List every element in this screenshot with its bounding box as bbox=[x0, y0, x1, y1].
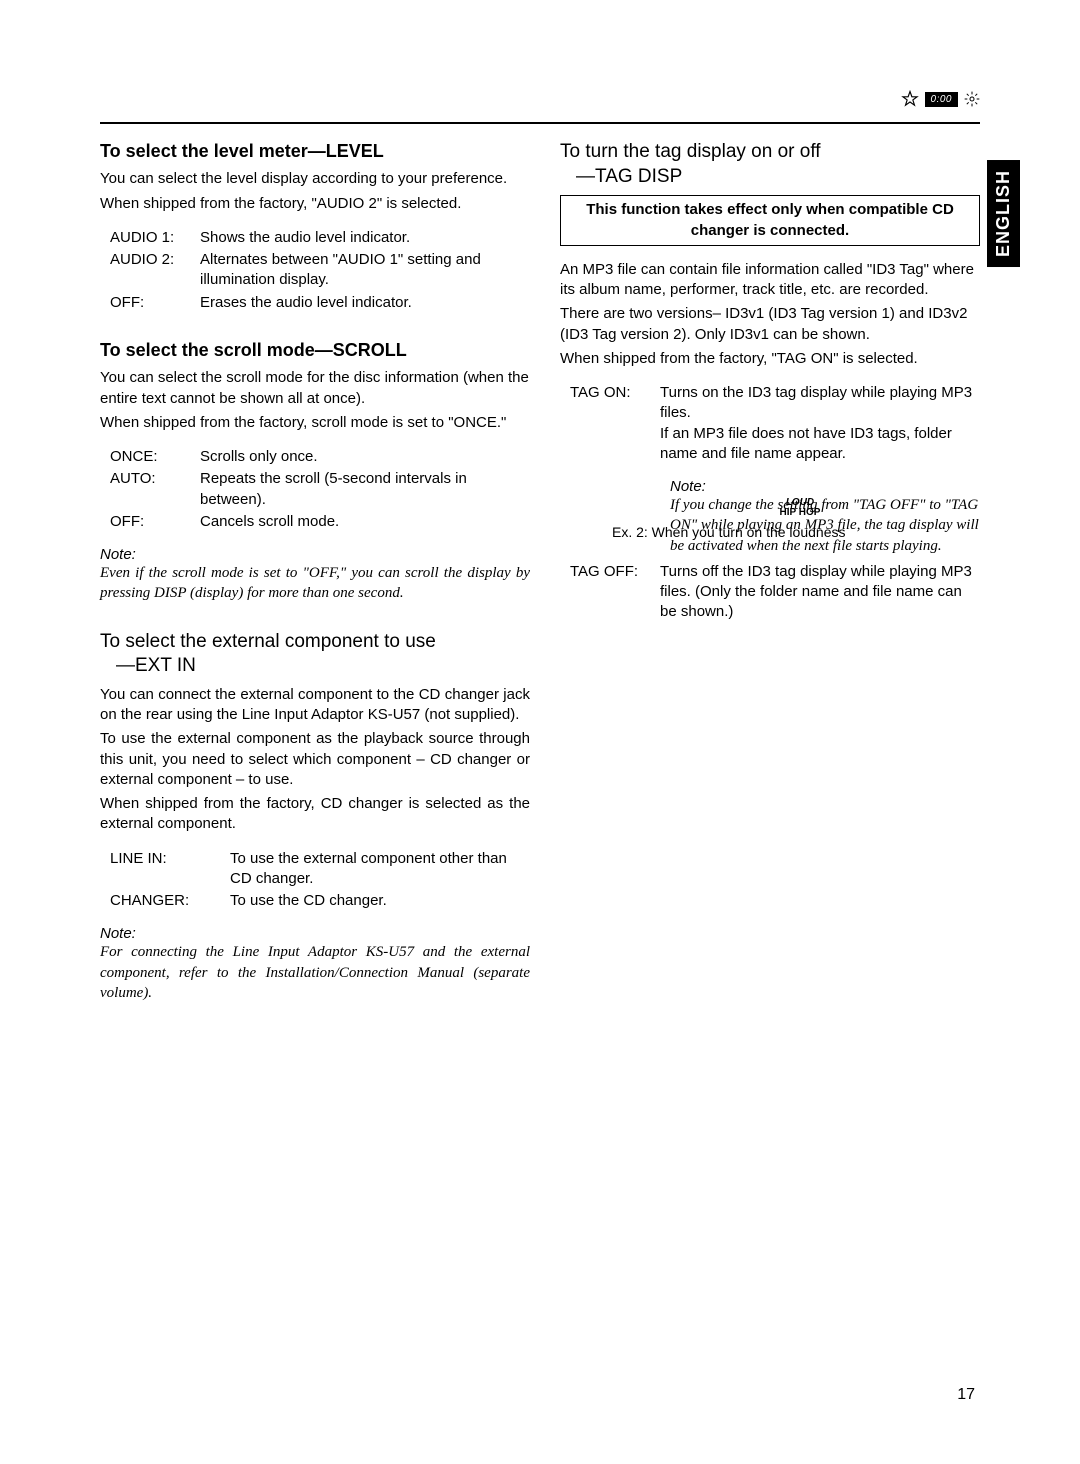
opt-desc: Turns on the ID3 tag display while playi… bbox=[660, 383, 980, 464]
loud-display: LOUD HIP HOP bbox=[775, 498, 825, 518]
level-title: To select the level meter—LEVEL bbox=[100, 140, 530, 163]
header-icons: 0:00 bbox=[901, 90, 980, 108]
tag-on-desc2: If an MP3 file does not have ID3 tags, f… bbox=[660, 425, 952, 462]
tag-p2: There are two versions– ID3v1 (ID3 Tag v… bbox=[560, 304, 980, 345]
gear-icon bbox=[964, 91, 980, 107]
opt-desc: Alternates between "AUDIO 1" setting and… bbox=[200, 250, 530, 291]
opt-label: ONCE: bbox=[100, 447, 200, 467]
ext-p2: To use the external component as the pla… bbox=[100, 729, 530, 790]
opt-desc: To use the external component other than… bbox=[230, 849, 530, 890]
level-p1: You can select the level display accordi… bbox=[100, 169, 530, 189]
tag-options: TAG ON: Turns on the ID3 tag display whi… bbox=[560, 383, 980, 464]
english-tab: ENGLISH bbox=[987, 160, 1020, 267]
tag-title: To turn the tag display on or off —TAG D… bbox=[560, 140, 980, 189]
opt-label: CHANGER: bbox=[100, 891, 230, 911]
opt-desc: Erases the audio level indicator. bbox=[200, 293, 530, 313]
scroll-p1: You can select the scroll mode for the d… bbox=[100, 368, 530, 409]
tag-box: This function takes effect only when com… bbox=[560, 195, 980, 246]
scroll-p2: When shipped from the factory, scroll mo… bbox=[100, 413, 530, 433]
level-options: AUDIO 1:Shows the audio level indicator.… bbox=[100, 228, 530, 313]
clock-badge: 0:00 bbox=[925, 92, 958, 107]
page-number: 17 bbox=[957, 1386, 975, 1404]
opt-label: AUTO: bbox=[100, 469, 200, 510]
tag-note-label: Note: bbox=[670, 478, 980, 495]
hiphop-label: HIP HOP bbox=[775, 508, 825, 518]
tag-p3: When shipped from the factory, "TAG ON" … bbox=[560, 349, 980, 369]
level-p2: When shipped from the factory, "AUDIO 2"… bbox=[100, 194, 530, 214]
ext-p3: When shipped from the factory, CD change… bbox=[100, 794, 530, 835]
ext-options: LINE IN:To use the external component ot… bbox=[100, 849, 530, 912]
opt-desc: Cancels scroll mode. bbox=[200, 512, 530, 532]
opt-label: OFF: bbox=[100, 293, 200, 313]
tag-subtitle: —TAG DISP bbox=[576, 166, 682, 187]
opt-desc: Scrolls only once. bbox=[200, 447, 530, 467]
opt-desc: Repeats the scroll (5-second intervals i… bbox=[200, 469, 530, 510]
opt-desc: Shows the audio level indicator. bbox=[200, 228, 530, 248]
ext-p1: You can connect the external component t… bbox=[100, 685, 530, 726]
star-icon bbox=[901, 90, 919, 108]
tag-on-desc1: Turns on the ID3 tag display while playi… bbox=[660, 384, 972, 421]
ex2-text: Ex. 2: When you turn on the loudness bbox=[612, 524, 980, 540]
ext-title-text: To select the external component to use bbox=[100, 631, 436, 652]
scroll-title: To select the scroll mode—SCROLL bbox=[100, 339, 530, 362]
ext-subtitle: —EXT IN bbox=[116, 655, 196, 676]
opt-desc: To use the CD changer. bbox=[230, 891, 530, 911]
opt-label: AUDIO 2: bbox=[100, 250, 200, 291]
opt-label: AUDIO 1: bbox=[100, 228, 200, 248]
opt-label: LINE IN: bbox=[100, 849, 230, 890]
scroll-note-body: Even if the scroll mode is set to "OFF,"… bbox=[100, 563, 530, 604]
opt-desc: Turns off the ID3 tag display while play… bbox=[660, 562, 980, 623]
opt-label: TAG ON: bbox=[560, 383, 660, 464]
header-rule bbox=[100, 122, 980, 124]
ext-note-body: For connecting the Line Input Adaptor KS… bbox=[100, 942, 530, 1003]
scroll-options: ONCE:Scrolls only once. AUTO:Repeats the… bbox=[100, 447, 530, 532]
tag-title-text: To turn the tag display on or off bbox=[560, 141, 821, 162]
opt-label: TAG OFF: bbox=[560, 562, 660, 623]
ext-title: To select the external component to use … bbox=[100, 630, 530, 679]
ext-note-label: Note: bbox=[100, 925, 530, 942]
scroll-note-label: Note: bbox=[100, 546, 530, 563]
opt-label: OFF: bbox=[100, 512, 200, 532]
tag-off-option: TAG OFF: Turns off the ID3 tag display w… bbox=[560, 562, 980, 623]
tag-p1: An MP3 file can contain file information… bbox=[560, 260, 980, 301]
